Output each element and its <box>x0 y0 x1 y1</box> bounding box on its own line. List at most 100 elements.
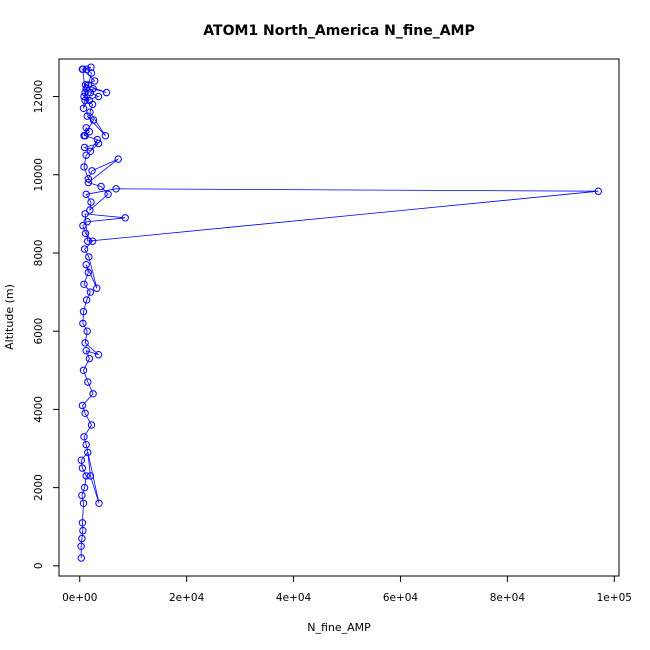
y-tick-label: 12000 <box>33 80 45 113</box>
data-point <box>89 85 97 93</box>
data-point <box>94 139 103 148</box>
data-point <box>80 280 88 288</box>
data-point <box>82 190 90 199</box>
y-tick-label: 10000 <box>33 158 45 191</box>
x-tick-label: 4e+04 <box>276 592 312 604</box>
data-point <box>83 218 91 226</box>
data-point <box>87 198 95 206</box>
data-point <box>84 81 93 89</box>
data-point <box>101 132 110 140</box>
data-point <box>85 253 93 261</box>
x-tick-label: 6e+04 <box>383 592 419 604</box>
data-point <box>87 63 95 71</box>
data-point <box>84 448 92 457</box>
data-point <box>80 92 88 101</box>
x-tick-label: 0e+00 <box>62 592 97 604</box>
data-point <box>79 499 88 507</box>
data-point <box>93 135 102 144</box>
data-point <box>80 483 89 492</box>
x-tick-label: 2e+04 <box>169 592 205 604</box>
data-point <box>82 124 90 132</box>
chart-title: ATOM1 North_America N_fine_AMP <box>203 23 474 39</box>
data-point <box>95 499 103 507</box>
data-point <box>104 190 112 199</box>
data-point <box>89 116 98 124</box>
data-point <box>78 464 87 472</box>
data-point <box>85 354 94 363</box>
data-point <box>78 491 86 500</box>
plot-frame <box>58 58 620 577</box>
data-point <box>594 187 602 195</box>
data-point <box>80 143 89 152</box>
data-point <box>85 96 94 105</box>
data-point <box>82 151 90 159</box>
data-point <box>79 366 88 374</box>
data-point <box>91 77 99 85</box>
y-tick-label: 0 <box>33 562 45 569</box>
data-point <box>79 65 87 73</box>
data-point <box>80 163 88 171</box>
y-tick-label: 4000 <box>33 396 45 423</box>
data-series <box>77 63 602 562</box>
data-point <box>77 456 86 464</box>
x-axis-label: N_fine_AMP <box>307 621 371 634</box>
data-point <box>80 433 88 441</box>
data-point <box>81 229 90 238</box>
data-point <box>89 390 97 398</box>
data-point <box>94 351 103 359</box>
data-point <box>82 347 90 355</box>
data-point <box>88 237 97 245</box>
data-point <box>81 96 89 105</box>
y-tick-label: 6000 <box>33 318 45 345</box>
data-point <box>86 288 95 296</box>
series-line <box>80 66 599 559</box>
data-point <box>86 206 94 214</box>
data-point <box>81 88 89 97</box>
data-point <box>84 378 92 386</box>
x-tick-label: 8e+04 <box>490 592 526 604</box>
data-point <box>79 526 87 535</box>
data-point <box>79 221 87 230</box>
data-point <box>88 167 96 175</box>
x-tick-label: 1e+05 <box>597 592 632 604</box>
data-point <box>78 401 87 410</box>
data-point <box>84 178 93 187</box>
y-tick-label: 8000 <box>33 240 45 267</box>
data-point <box>79 319 87 328</box>
data-point <box>86 472 95 480</box>
data-point <box>77 554 86 562</box>
y-axis-label: Altitude (m) <box>3 284 16 350</box>
y-axis: 0 2000 4000 6000 8000 10000 12000 <box>33 80 60 569</box>
data-point <box>84 268 93 277</box>
data-point <box>114 155 122 163</box>
x-axis: 0e+00 2e+04 4e+04 6e+04 8e+04 1e+05 <box>62 575 632 604</box>
data-point <box>82 440 90 449</box>
data-point <box>93 284 101 292</box>
data-point <box>78 519 87 527</box>
data-point <box>82 261 90 269</box>
data-point <box>86 108 94 116</box>
data-point <box>81 81 90 89</box>
data-point <box>112 185 120 193</box>
data-point <box>81 409 89 417</box>
data-point <box>77 542 85 550</box>
data-point <box>80 132 88 140</box>
data-point <box>83 296 91 304</box>
data-point <box>78 534 86 543</box>
data-point <box>83 65 91 73</box>
data-point <box>121 214 129 222</box>
data-point <box>86 147 95 156</box>
data-point <box>94 92 103 101</box>
data-point <box>84 237 92 245</box>
data-point <box>80 245 89 253</box>
data-point <box>84 175 93 183</box>
data-point <box>82 472 90 480</box>
data-point <box>81 339 89 347</box>
data-point <box>81 210 89 218</box>
data-point <box>102 88 111 97</box>
data-point <box>87 421 96 429</box>
data-point <box>79 104 88 113</box>
data-point <box>79 307 88 316</box>
data-point <box>83 327 91 335</box>
